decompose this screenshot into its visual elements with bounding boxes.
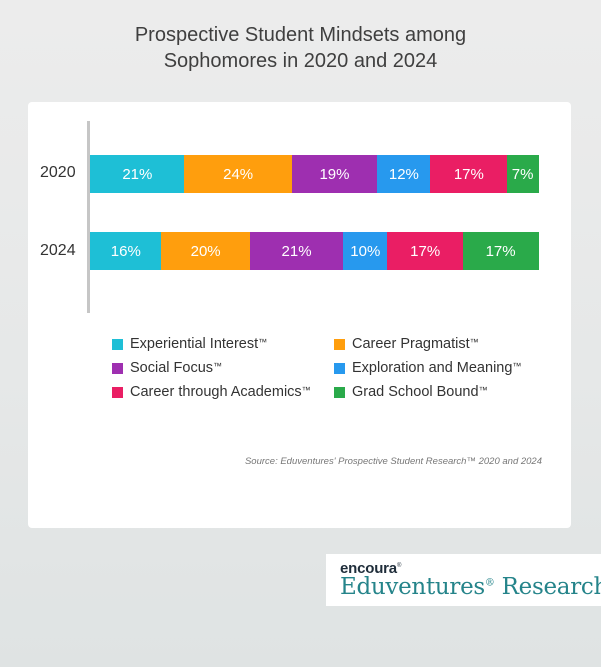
bar-segment-2020-exploration-and-meaning: 12%	[376, 155, 432, 193]
legend-item-experiential-interest: Experiential Interest ™	[112, 336, 267, 352]
eduventures-research-wordmark: Eduventures® Research	[340, 574, 601, 600]
legend-swatch	[112, 386, 123, 398]
trademark-mark: ™	[258, 337, 268, 347]
legend-label: Career Pragmatist	[352, 336, 470, 352]
bar-segment-2020-career-through-academics: 17%	[430, 155, 508, 193]
legend-swatch	[112, 362, 123, 374]
registered-mark: ®	[484, 577, 495, 589]
bar-segment-2024-grad-school-bound: 17%	[462, 232, 539, 270]
encoura-logo: encoura®	[340, 560, 401, 577]
chart-title-line-2: Sophomores in 2020 and 2024	[163, 50, 438, 72]
data-label: 12%	[388, 165, 419, 183]
data-label: 10%	[350, 242, 381, 260]
data-label: 17%	[410, 242, 441, 260]
legend-label: Exploration and Meaning	[352, 360, 513, 376]
legend-item-exploration-and-meaning: Exploration and Meaning ™	[334, 360, 521, 376]
data-label: 21%	[281, 242, 312, 260]
legend-label: Experiential Interest	[130, 336, 259, 352]
legend-item-social-focus: Social Focus ™	[112, 360, 222, 376]
eduventures-name: Eduventures	[340, 574, 485, 600]
data-label: 20%	[190, 242, 221, 260]
trademark-mark: ™	[469, 337, 479, 347]
bar-segment-2024-career-through-academics: 17%	[387, 232, 464, 270]
legend-item-grad-school-bound: Grad School Bound ™	[334, 384, 488, 400]
legend-swatch	[334, 386, 345, 398]
data-label: 16%	[110, 242, 141, 260]
bar-row-2020: 21% 24% 19% 12% 17% 7%	[90, 155, 539, 193]
y-axis-line	[87, 121, 90, 313]
registered-mark: ®	[396, 563, 402, 569]
bar-segment-2024-career-pragmatist: 20%	[160, 232, 251, 270]
legend-label: Social Focus	[130, 360, 214, 376]
bar-segment-2020-grad-school-bound: 7%	[506, 155, 539, 193]
legend-item-career-through-academics: Career through Academics ™	[112, 384, 311, 400]
bar-segment-2024-exploration-and-meaning: 10%	[342, 232, 388, 270]
data-label: 17%	[485, 242, 516, 260]
brand-logo: encoura® Eduventures® Research	[326, 554, 601, 606]
bar-segment-2020-experiential-interest: 21%	[90, 155, 185, 193]
data-label: 7%	[511, 165, 534, 183]
bar-segment-2020-career-pragmatist: 24%	[184, 155, 293, 193]
legend-swatch	[112, 338, 123, 350]
research-word: Research	[494, 574, 601, 600]
trademark-mark: ™	[512, 361, 522, 371]
bar-row-2024: 16% 20% 21% 10% 17% 17%	[90, 232, 539, 270]
y-tick-label-2024: 2024	[40, 242, 76, 259]
trademark-mark: ™	[301, 385, 311, 395]
legend: Experiential Interest ™ Career Pragmatist…	[112, 334, 552, 406]
legend-swatch	[334, 338, 345, 350]
data-label: 24%	[223, 165, 254, 183]
data-label: 21%	[122, 165, 153, 183]
data-label: 17%	[453, 165, 484, 183]
legend-swatch	[334, 362, 345, 374]
bar-segment-2024-social-focus: 21%	[249, 232, 344, 270]
bar-segment-2024-experiential-interest: 16%	[90, 232, 162, 270]
legend-label: Career through Academics	[130, 384, 302, 400]
trademark-mark: ™	[213, 361, 223, 371]
y-tick-label-2020: 2020	[40, 164, 76, 181]
bar-segment-2020-social-focus: 19%	[291, 155, 378, 193]
trademark-mark: ™	[478, 385, 488, 395]
source-note: Source: Eduventures' Prospective Student…	[244, 456, 542, 467]
encoura-wordmark: encoura	[340, 560, 397, 577]
data-label: 19%	[319, 165, 350, 183]
legend-label: Grad School Bound	[352, 384, 479, 400]
legend-item-career-pragmatist: Career Pragmatist ™	[334, 336, 479, 352]
chart-title: Prospective Student Mindsets among Sopho…	[0, 22, 601, 74]
chart-title-line-1: Prospective Student Mindsets among	[134, 24, 467, 46]
